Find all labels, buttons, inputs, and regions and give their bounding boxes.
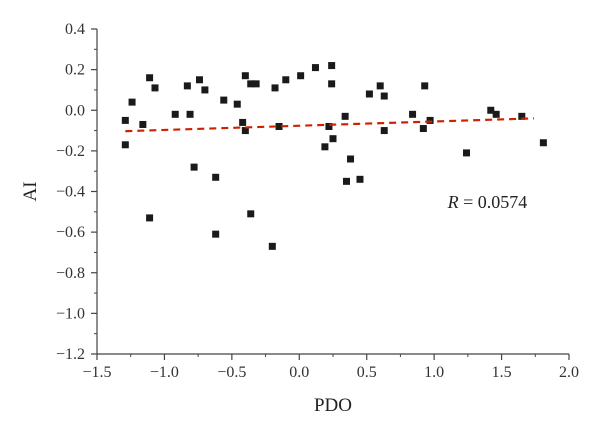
data-point (186, 110, 194, 118)
data-point (121, 141, 129, 149)
data-point (212, 173, 220, 181)
data-points (121, 62, 547, 250)
data-point (212, 230, 220, 238)
data-point (146, 214, 154, 222)
data-point (146, 74, 154, 82)
data-point (463, 149, 471, 157)
correlation-annotation: R = 0.0574 (447, 192, 528, 212)
data-point (239, 118, 247, 126)
x-tick-label: 1.0 (424, 364, 444, 381)
x-tick-label: 0.0 (289, 364, 309, 381)
data-point (247, 210, 255, 218)
data-point (183, 82, 191, 90)
data-point (311, 64, 319, 72)
y-tick-label: 0.0 (65, 102, 85, 119)
y-tick-label: −0.4 (56, 184, 85, 201)
data-point (275, 123, 283, 130)
data-point (121, 116, 129, 124)
data-point (128, 98, 136, 106)
data-point (365, 90, 373, 98)
x-tick-label: −1.5 (82, 364, 111, 381)
data-point (139, 120, 147, 128)
data-point (220, 96, 228, 104)
data-point (201, 86, 209, 94)
data-point (329, 135, 337, 143)
data-point (325, 123, 333, 130)
trend-line (125, 117, 534, 133)
data-point (271, 84, 279, 92)
data-point (297, 72, 305, 80)
data-point (151, 84, 159, 92)
correlation-value: = 0.0574 (459, 192, 528, 212)
y-tick-label: −0.2 (56, 143, 85, 160)
data-point (241, 72, 249, 80)
data-point (328, 62, 336, 70)
data-point (328, 80, 336, 88)
y-tick-label: −0.6 (56, 224, 85, 241)
y-ticks: −1.2 −1.0 −0.8 −0.6 −0.4 −0.2 0.0 0.2 0.4 (56, 21, 97, 363)
data-point (341, 112, 349, 120)
y-tick-label: −0.8 (56, 265, 85, 282)
x-tick-label: 2.0 (559, 364, 579, 381)
y-tick-label: −1.2 (56, 346, 85, 363)
data-point (426, 116, 434, 124)
data-point (376, 82, 384, 90)
data-point (539, 139, 547, 147)
data-point (419, 125, 427, 133)
data-point (380, 92, 388, 100)
data-point (421, 82, 429, 90)
x-axis-title: PDO (314, 395, 352, 416)
data-point (247, 80, 255, 88)
y-axis-title: AI (20, 181, 41, 201)
data-point (321, 143, 329, 151)
y-tick-label: −1.0 (56, 305, 85, 322)
x-tick-label: −0.5 (217, 364, 246, 381)
x-tick-label: 0.5 (357, 364, 377, 381)
data-point (195, 76, 203, 84)
data-point (492, 110, 500, 118)
data-point (487, 106, 495, 114)
data-point (171, 110, 179, 118)
data-point (518, 112, 526, 120)
data-point (241, 127, 249, 135)
x-tick-label: −1.0 (150, 364, 179, 381)
y-tick-label: 0.4 (65, 21, 85, 38)
data-point (233, 100, 241, 108)
data-point (282, 76, 290, 84)
data-point (380, 127, 388, 135)
data-point (190, 163, 198, 171)
data-point (347, 155, 355, 163)
data-point (409, 110, 417, 118)
x-tick-label: 1.5 (492, 364, 512, 381)
axes: −1.5 −1.0 −0.5 0.0 0.5 1.0 1.5 2.0 −1.2 −1.0 −0.8… (56, 21, 579, 381)
x-ticks: −1.5 −1.0 −0.5 0.0 0.5 1.0 1.5 2.0 (82, 354, 579, 381)
data-point (252, 80, 260, 88)
y-tick-label: 0.2 (65, 62, 85, 79)
data-point (342, 177, 350, 185)
data-point (356, 175, 364, 183)
correlation-symbol: R (447, 192, 459, 212)
data-point (268, 242, 276, 250)
